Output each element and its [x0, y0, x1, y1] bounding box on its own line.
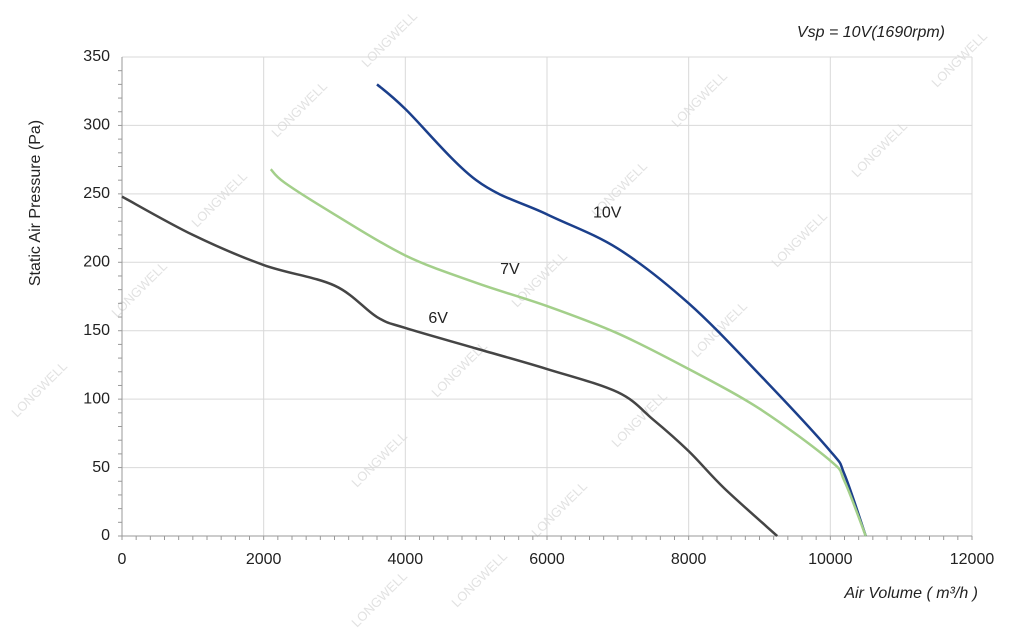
watermark: LONGWELL [508, 248, 570, 310]
x-axis-label: Air Volume ( m³/h ) [843, 585, 978, 602]
watermark: LONGWELL [188, 168, 250, 230]
watermark: LONGWELL [268, 78, 330, 140]
x-tick-label: 0 [118, 551, 127, 568]
watermark: LONGWELL [668, 68, 730, 130]
watermark: LONGWELL [348, 568, 410, 630]
watermark: LONGWELL [348, 428, 410, 490]
y-tick-label: 150 [83, 322, 110, 339]
x-tick-label: 8000 [671, 551, 707, 568]
y-tick-label: 350 [83, 48, 110, 65]
series-label: 6V [428, 310, 448, 327]
watermark: LONGWELL [608, 388, 670, 450]
y-axis-label: Static Air Pressure (Pa) [27, 120, 44, 286]
x-tick-label: 2000 [246, 551, 282, 568]
y-tick-label: 250 [83, 185, 110, 202]
line-series [269, 168, 867, 537]
watermark: LONGWELL [768, 208, 830, 270]
watermark: LONGWELL [428, 338, 490, 400]
x-tick-label: 10000 [808, 551, 853, 568]
x-tick-label: 4000 [388, 551, 424, 568]
y-tick-label: 0 [101, 527, 110, 544]
watermark: LONGWELL [688, 298, 750, 360]
chart-title: Vsp = 10V(1690rpm) [797, 24, 945, 41]
watermark: LONGWELL [358, 8, 420, 70]
watermark: LONGWELL [848, 118, 910, 180]
x-tick-label: 6000 [529, 551, 565, 568]
y-tick-label: 300 [83, 117, 110, 134]
watermark: LONGWELL [448, 548, 510, 610]
watermark: LONGWELL [108, 258, 170, 320]
y-tick-label: 200 [83, 254, 110, 271]
x-tick-label: 12000 [950, 551, 995, 568]
series-label: 7V [500, 261, 520, 278]
watermark: LONGWELL [8, 358, 70, 420]
watermark: LONGWELL [528, 478, 590, 540]
y-tick-label: 50 [92, 459, 110, 476]
line-series [121, 195, 779, 537]
y-tick-label: 100 [83, 390, 110, 407]
series-label: 10V [593, 205, 622, 222]
line-series [376, 83, 867, 537]
